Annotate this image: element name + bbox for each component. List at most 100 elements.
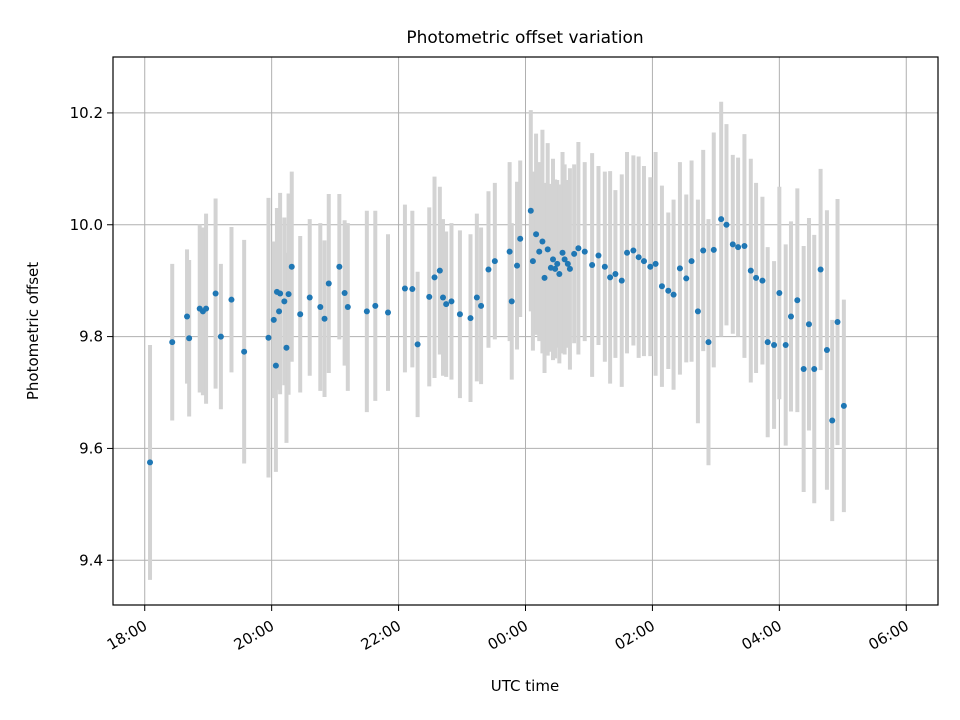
y-tick-label: 9.8 — [79, 328, 103, 346]
data-point — [467, 315, 474, 322]
y-tick-label: 10.2 — [70, 104, 103, 122]
y-tick-label: 9.6 — [79, 439, 103, 457]
data-point — [811, 366, 818, 373]
data-point — [536, 248, 543, 255]
data-point — [647, 263, 654, 270]
data-point — [529, 258, 536, 265]
data-point — [385, 309, 391, 316]
y-axis: 9.4 9.6 9.8 10.0 10.2 — [70, 104, 113, 569]
x-axis-label: UTC time — [491, 677, 559, 695]
data-point — [729, 241, 736, 248]
data-point — [805, 321, 812, 328]
data-point — [186, 335, 193, 342]
data-point — [640, 258, 647, 265]
data-point — [554, 260, 561, 267]
data-point — [514, 262, 521, 269]
data-point — [601, 263, 608, 270]
data-point — [456, 311, 463, 318]
data-point — [753, 274, 760, 281]
data-point — [705, 339, 712, 346]
data-point — [618, 277, 625, 284]
data-point — [581, 248, 588, 255]
data-point — [794, 297, 801, 304]
data-point — [718, 216, 725, 223]
data-point — [527, 207, 534, 214]
data-point — [276, 308, 283, 315]
data-point — [561, 256, 568, 263]
data-point — [363, 308, 370, 315]
data-point — [823, 347, 830, 354]
data-point — [508, 298, 515, 305]
data-point — [147, 459, 154, 466]
data-point — [544, 246, 551, 253]
data-point — [571, 250, 578, 257]
data-point — [283, 344, 290, 351]
data-point — [539, 238, 546, 245]
data-point — [723, 221, 730, 228]
data-point — [228, 296, 235, 303]
data-point — [288, 263, 295, 270]
data-point — [564, 260, 571, 267]
data-point — [829, 417, 836, 424]
data-point — [169, 339, 176, 346]
data-point — [676, 265, 683, 272]
data-point — [341, 289, 348, 296]
data-point — [612, 270, 619, 277]
data-point — [700, 247, 707, 254]
data-point — [306, 294, 313, 301]
grid — [113, 57, 938, 605]
data-point — [325, 280, 332, 287]
data-point — [414, 341, 421, 348]
y-tick-label: 10.0 — [70, 216, 103, 234]
data-point — [787, 313, 794, 320]
data-point — [688, 258, 695, 265]
data-point — [764, 339, 771, 346]
data-point — [317, 303, 324, 310]
data-point — [440, 294, 446, 301]
chart-title: Photometric offset variation — [406, 28, 643, 48]
data-point — [589, 262, 596, 269]
data-point — [443, 301, 450, 308]
data-point — [533, 231, 540, 238]
data-point — [630, 247, 637, 254]
data-point — [241, 348, 248, 355]
data-point — [759, 277, 766, 284]
data-point — [336, 263, 343, 270]
data-point — [817, 266, 824, 273]
data-point — [550, 256, 556, 263]
data-point — [834, 319, 841, 326]
data-point — [652, 260, 659, 267]
data-point — [272, 362, 279, 369]
data-point — [735, 244, 742, 251]
data-point — [658, 283, 665, 290]
y-axis-label: Photometric offset — [24, 262, 42, 400]
data-point — [265, 334, 272, 341]
data-point — [595, 252, 602, 259]
data-point — [297, 311, 304, 318]
data-point — [436, 267, 443, 274]
data-point — [281, 298, 288, 305]
data-point — [566, 265, 573, 272]
data-point — [747, 267, 754, 274]
data-point — [840, 402, 847, 409]
data-point — [694, 308, 701, 315]
data-point — [448, 298, 455, 305]
data-point — [478, 302, 485, 309]
data-point — [184, 313, 191, 320]
data-point — [426, 293, 433, 300]
data-point — [559, 249, 566, 256]
data-point — [212, 290, 219, 297]
data-point — [409, 286, 416, 293]
data-point — [401, 285, 408, 292]
data-point — [277, 290, 284, 297]
data-point — [270, 316, 277, 323]
data-point — [491, 258, 498, 265]
data-point — [344, 303, 351, 310]
data-point — [607, 274, 614, 281]
data-point — [485, 266, 492, 273]
data-point — [670, 291, 677, 298]
data-point — [473, 294, 480, 301]
data-point — [771, 341, 778, 348]
data-point — [683, 275, 690, 282]
data-point — [321, 315, 328, 322]
